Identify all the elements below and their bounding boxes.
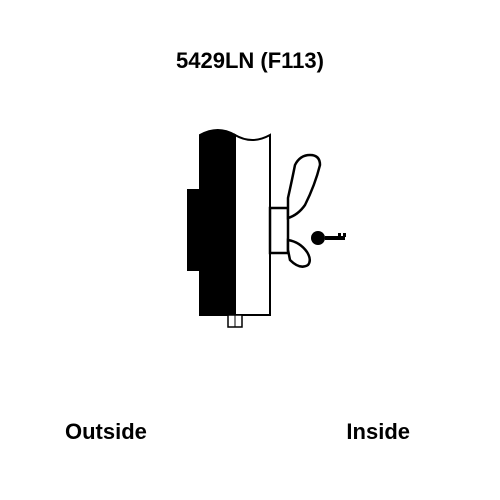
product-title: 5429LN (F113) [0,48,500,74]
inside-label: Inside [346,419,410,445]
lock-diagram [140,110,370,340]
lock-svg [140,110,370,340]
outside-label: Outside [65,419,147,445]
